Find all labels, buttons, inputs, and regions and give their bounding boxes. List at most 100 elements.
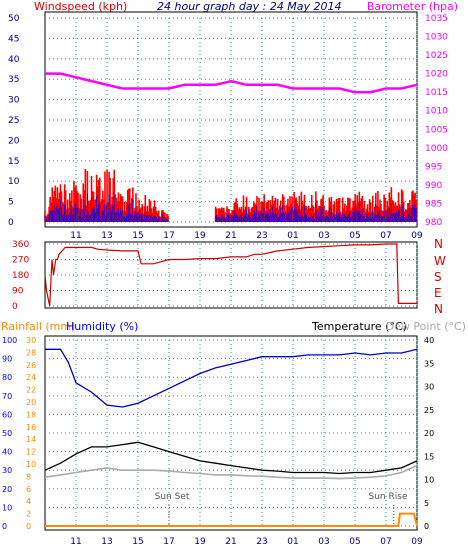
temp-x-tick-label: 21 xyxy=(225,537,236,547)
humidity-tick-label: 70 xyxy=(2,392,12,401)
humidity-tick-label: 20 xyxy=(2,485,12,494)
humidity-tick-label: 30 xyxy=(2,466,12,475)
temperature-line xyxy=(44,441,418,475)
temp-x-tick-label: 17 xyxy=(163,537,174,547)
temperature-tick-label: 35 xyxy=(424,359,434,368)
graph-title: 24 hour graph day : 24 May 2014 xyxy=(157,0,342,13)
humidity-tick-label: 100 xyxy=(2,336,17,345)
barometer-axis-label: Barometer (hpa) xyxy=(367,0,458,13)
humidity-tick-label: 50 xyxy=(2,429,12,438)
wind-x-tick-label: 19 xyxy=(194,231,206,241)
humidity-line xyxy=(45,348,418,408)
temp-x-tick-label: 07 xyxy=(380,537,391,547)
wind-x-tick-label: 17 xyxy=(163,231,174,241)
windspeed-tick-label: 0 xyxy=(8,218,14,228)
barometer-tick-label: 995 xyxy=(425,162,442,172)
barometer-tick-label: 1000 xyxy=(425,144,448,154)
temp-x-tick-label: 01 xyxy=(287,537,298,547)
rain-tick-label: 12 xyxy=(26,448,36,457)
rain-tick-label: 24 xyxy=(26,373,36,382)
wind-x-tick-label: 03 xyxy=(318,231,329,241)
temp-x-tick-label: 03 xyxy=(318,537,329,547)
barometer-tick-label: 1025 xyxy=(425,51,448,61)
temp-x-tick-label: 11 xyxy=(70,537,81,547)
temp-x-tick-label: 09 xyxy=(411,537,423,547)
wind-x-tick-label: 15 xyxy=(132,231,143,241)
humidity-tick-label: 90 xyxy=(2,355,12,364)
direction-tick-label: 360 xyxy=(12,240,29,250)
temperature-tick-label: 25 xyxy=(424,406,434,415)
wind-x-tick-label: 01 xyxy=(287,231,298,241)
wind-x-tick-label: 23 xyxy=(256,231,267,241)
tick-labels: 0510152025303540455098098599099510001005… xyxy=(2,14,448,547)
wind-x-tick-label: 05 xyxy=(349,231,360,241)
rain-tick-label: 22 xyxy=(26,386,36,395)
temp-x-tick-label: 23 xyxy=(256,537,267,547)
rain-tick-label: 16 xyxy=(26,423,36,432)
rain-tick-label: 14 xyxy=(26,435,36,444)
barometer-line xyxy=(45,72,418,94)
temperature-tick-label: 40 xyxy=(424,336,434,345)
humidity-tick-label: 80 xyxy=(2,373,12,382)
windspeed-axis-label: Windspeed (kph) xyxy=(34,0,127,13)
windspeed-tick-label: 15 xyxy=(8,157,19,167)
barometer-tick-label: 980 xyxy=(425,218,442,228)
rain-tick-label: 26 xyxy=(26,361,36,370)
rain-tick-label: 0 xyxy=(26,522,31,531)
windspeed-tick-label: 25 xyxy=(8,116,19,126)
barometer-tick-label: 985 xyxy=(425,199,442,209)
barometer-tick-label: 1035 xyxy=(425,14,448,24)
temp-x-tick-label: 15 xyxy=(132,537,143,547)
temperature-tick-label: 5 xyxy=(424,499,429,508)
temperature-tick-label: 15 xyxy=(424,452,434,461)
rain-tick-label: 30 xyxy=(26,336,36,345)
barometer-tick-label: 990 xyxy=(425,181,442,191)
windspeed-tick-label: 30 xyxy=(8,96,20,106)
compass-label: S xyxy=(434,270,442,284)
barometer-tick-label: 1010 xyxy=(425,107,448,117)
direction-tick-label: 180 xyxy=(12,271,29,281)
humidity-tick-label: 10 xyxy=(2,503,12,512)
barometer-tick-label: 1005 xyxy=(425,125,448,135)
wind-x-tick-label: 09 xyxy=(411,231,423,241)
windspeed-tick-label: 35 xyxy=(8,75,19,85)
windspeed-tick-label: 20 xyxy=(8,136,20,146)
grid-lines xyxy=(45,17,418,527)
direction-tick-label: 0 xyxy=(12,302,18,312)
sun-rise-annotation: Sun Rise xyxy=(369,492,408,502)
humidity-tick-label: 0 xyxy=(2,522,7,531)
barometer-tick-label: 1015 xyxy=(425,88,448,98)
humidity-tick-label: 60 xyxy=(2,410,12,419)
dewpoint-axis-label: Dew Point (°C) xyxy=(386,320,466,333)
wind-x-tick-label: 07 xyxy=(380,231,391,241)
temp-x-tick-label: 05 xyxy=(349,537,360,547)
compass-label: E xyxy=(434,286,442,300)
rain-tick-label: 10 xyxy=(26,460,36,469)
windspeed-tick-label: 40 xyxy=(8,55,20,65)
windspeed-bars xyxy=(44,168,417,222)
temperature-tick-label: 0 xyxy=(424,522,429,531)
humidity-axis-label: Humidity (%) xyxy=(66,320,138,333)
wind-x-tick-label: 11 xyxy=(70,231,81,241)
compass-label: N xyxy=(434,237,443,251)
rainfall-axis-label: Rainfall (mm) xyxy=(1,320,75,333)
wind-direction-line xyxy=(44,243,417,307)
temperature-axis-label: Temperature (°C) xyxy=(311,320,407,333)
temperature-tick-label: 10 xyxy=(424,476,434,485)
barometer-tick-label: 1030 xyxy=(425,33,448,43)
temperature-tick-label: 30 xyxy=(424,383,434,392)
compass-label: W xyxy=(434,254,446,268)
rainfall-line xyxy=(45,512,418,527)
direction-tick-label: 270 xyxy=(12,256,29,266)
wind-x-tick-label: 21 xyxy=(225,231,236,241)
windspeed-tick-label: 10 xyxy=(8,177,20,187)
compass-label: N xyxy=(434,302,443,316)
wind-x-tick-label: 13 xyxy=(101,231,112,241)
temperature-tick-label: 20 xyxy=(424,429,434,438)
direction-tick-label: 90 xyxy=(12,287,24,297)
windspeed-tick-label: 5 xyxy=(8,198,14,208)
rain-tick-label: 18 xyxy=(26,410,36,419)
windspeed-tick-label: 45 xyxy=(8,34,19,44)
